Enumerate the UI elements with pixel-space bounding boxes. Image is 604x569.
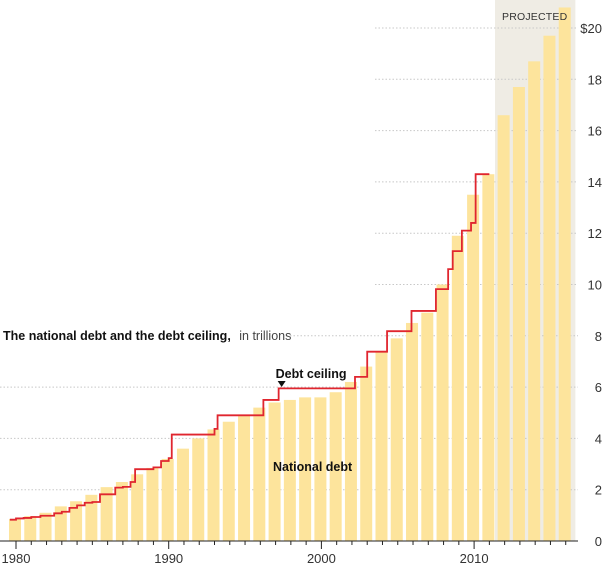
debt-bar-1999: [299, 397, 312, 541]
debt-bar-2016: [558, 7, 571, 542]
chart-title: The national debt and the debt ceiling, …: [3, 327, 291, 344]
x-axis: [0, 540, 578, 549]
y-tick-label: 10: [588, 278, 602, 293]
debt-bar-1995: [238, 415, 251, 541]
debt-bar-2012: [497, 115, 510, 542]
y-tick-label: 16: [588, 124, 602, 139]
y-tick-label: 6: [595, 380, 602, 395]
debt-bar-2008: [436, 284, 449, 541]
debt-bar-1983: [54, 506, 67, 541]
x-tick-label: 1980: [2, 551, 31, 566]
debt-bar-2009: [451, 235, 464, 541]
debt-bar-1989: [146, 467, 159, 541]
debt-bar-2001: [329, 392, 342, 541]
y-tick-label: 14: [588, 175, 602, 190]
triangle-down-icon: [277, 381, 286, 387]
national-debt-bars: [9, 7, 571, 542]
y-tick-label: 2: [595, 483, 602, 498]
debt-bar-1985: [85, 494, 98, 541]
debt-bar-1996: [253, 407, 266, 541]
debt-bar-1998: [283, 399, 296, 541]
x-tick-label: 1990: [154, 551, 183, 566]
debt-bar-1992: [192, 438, 205, 541]
national-debt-annotation: National debt: [273, 460, 353, 474]
y-tick-label: $20: [580, 21, 602, 36]
debt-bar-1987: [115, 482, 128, 541]
chart-title-units: in trillions: [239, 329, 291, 343]
debt-bar-2007: [421, 312, 434, 541]
debt-ceiling-annotation: Debt ceiling: [276, 367, 347, 381]
x-tick-label: 2000: [307, 551, 336, 566]
debt-bar-1994: [222, 421, 235, 541]
debt-bar-2005: [390, 338, 403, 541]
chart-title-main: The national debt and the debt ceiling,: [3, 329, 231, 343]
debt-bar-1988: [131, 474, 144, 541]
projected-label: PROJECTED: [502, 11, 568, 23]
debt-bar-1990: [161, 458, 174, 541]
debt-bar-1997: [268, 402, 281, 541]
debt-bar-1980: [9, 518, 21, 541]
x-tick-label: 2010: [460, 551, 489, 566]
debt-bar-1981: [24, 516, 37, 541]
y-tick-label: 18: [588, 72, 602, 87]
y-tick-label: 8: [595, 329, 602, 344]
y-axis-labels: 0 2 4 6 8 10 12 14 16 18 $20: [580, 21, 602, 549]
debt-bar-1993: [207, 429, 220, 541]
debt-bar-2011: [482, 174, 495, 541]
debt-bar-2004: [375, 351, 388, 541]
debt-bar-1982: [39, 512, 52, 541]
y-tick-label: 4: [595, 431, 602, 446]
y-tick-label: 0: [595, 534, 602, 549]
x-axis-labels: 1980 1990 2000 2010: [2, 551, 489, 566]
debt-bar-2002: [344, 381, 357, 541]
debt-bar-1991: [176, 448, 189, 541]
debt-bar-2013: [512, 86, 525, 542]
debt-bar-2010: [467, 194, 480, 541]
debt-bar-2003: [360, 366, 373, 541]
debt-bar-2015: [543, 35, 556, 541]
debt-bar-2006: [406, 322, 419, 541]
debt-bar-1986: [100, 487, 113, 541]
debt-bar-2014: [528, 61, 541, 541]
debt-ceiling-line-layer: [9, 173, 490, 521]
debt-ceiling-line: [9, 173, 490, 521]
debt-bar-2000: [314, 397, 327, 541]
y-tick-label: 12: [588, 226, 602, 241]
debt-bar-1984: [70, 501, 83, 541]
